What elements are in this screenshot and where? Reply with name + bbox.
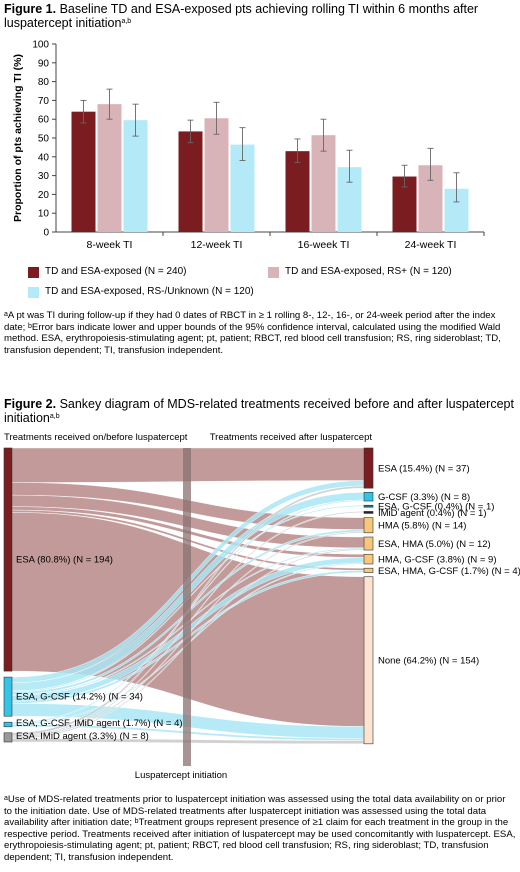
legend-swatch-1: [28, 266, 39, 278]
footnote1-text-a: A pt was TI during follow-up if they had…: [4, 310, 496, 333]
center-label: Luspatercept initiation: [135, 770, 227, 780]
figure1-title: Figure 1. Baseline TD and ESA-exposed pt…: [4, 2, 516, 30]
legend-swatch-3: [28, 286, 39, 298]
x-tick-label: 12-week TI: [191, 239, 243, 251]
bar-chart: 0 10 20 30 40 50 60 70 80 90 100 Proportion of pts …: [12, 40, 485, 251]
y-tick-label: 70: [38, 96, 50, 107]
bar: [123, 120, 148, 232]
footnote2-text-b: Treatment groups represent presence of ≥…: [4, 817, 516, 863]
right-node: [363, 504, 374, 508]
y-tick-label: 100: [32, 40, 49, 51]
right-node-label: ESA, G-CSF (0.4%) (N = 1): [378, 502, 494, 513]
y-tick-label: 40: [38, 152, 50, 163]
figure2-label: Figure 2.: [4, 397, 57, 411]
left-node-label: ESA (80.8%) (N = 194): [16, 555, 113, 566]
left-node: [3, 732, 13, 743]
right-node: [363, 553, 374, 565]
left-node-label: ESA, G-CSF, IMiD agent (1.7%) (N = 4): [16, 718, 183, 729]
left-node: [3, 447, 13, 672]
y-tick-label: 10: [38, 209, 50, 220]
right-node: [363, 536, 374, 551]
y-tick-label: 90: [38, 58, 50, 69]
y-tick-label: 50: [38, 134, 50, 145]
y-tick-label: 80: [38, 77, 50, 88]
left-header: Treatments received on/before luspaterce…: [4, 432, 188, 443]
right-node: [363, 576, 374, 745]
right-node: [363, 447, 374, 489]
luspatercept-bar: [183, 448, 191, 766]
figure1-footnote: aA pt was TI during follow-up if they ha…: [4, 310, 516, 356]
left-node: [3, 676, 13, 717]
legend-item-1: TD and ESA-exposed (N = 240): [28, 266, 186, 278]
right-node: [363, 492, 374, 502]
footnote2-sup-b: b: [134, 818, 139, 826]
footnote2-text-a: Use of MDS-related treatments prior to l…: [4, 794, 506, 829]
figure1-label: Figure 1.: [4, 2, 57, 16]
bar: [285, 151, 310, 232]
right-node-label: ESA, HMA, G-CSF (1.7%) (N = 4): [378, 566, 520, 577]
right-node: [363, 511, 374, 514]
figure1-title-sup: a,b: [121, 18, 132, 25]
bar: [97, 104, 122, 232]
footnote1-sup-b: b: [28, 322, 32, 330]
y-axis-label: Proportion of pts achieving TI (%): [12, 54, 24, 222]
footnote1-text-b: Error bars indicate lower and upper boun…: [4, 321, 501, 356]
legend-swatch-2: [268, 266, 279, 278]
right-node: [363, 517, 374, 534]
y-tick-label: 0: [43, 228, 49, 239]
figure2-title-sup: a,b: [49, 413, 60, 420]
footnote1-sup-a: a: [4, 311, 8, 318]
right-node-label: ESA, HMA (5.0%) (N = 12): [378, 539, 491, 550]
figure1-title-text: Baseline TD and ESA-exposed pts achievin…: [4, 2, 479, 30]
right-node-label: HMA (5.8%) (N = 14): [378, 521, 466, 532]
right-node-label: ESA (15.4%) (N = 37): [378, 463, 470, 474]
right-node-label: IMiD agent (0.4%) (N = 1): [378, 508, 487, 519]
legend-item-3: TD and ESA-exposed, RS-/Unknown (N = 120…: [28, 286, 254, 298]
legend-label-3: TD and ESA-exposed, RS-/Unknown (N = 120…: [45, 286, 254, 297]
legend-label-2: TD and ESA-exposed, RS+ (N = 120): [285, 266, 452, 277]
figure2-title-text: Sankey diagram of MDS-related treatments…: [4, 397, 514, 425]
left-node-label: ESA, IMiD agent (3.3%) (N = 8): [16, 731, 149, 742]
right-node-label: HMA, G-CSF (3.8%) (N = 9): [378, 555, 497, 566]
figure2-footnote: aUse of MDS-related treatments prior to …: [4, 794, 516, 864]
bar: [178, 131, 203, 232]
x-tick-label: 24-week TI: [405, 239, 457, 251]
right-header: Treatments received after luspatercept: [210, 432, 373, 443]
x-tick-label: 16-week TI: [298, 239, 350, 251]
legend-item-2: TD and ESA-exposed, RS+ (N = 120): [268, 266, 452, 278]
x-tick-label: 8-week TI: [87, 239, 133, 251]
legend-label-1: TD and ESA-exposed (N = 240): [45, 266, 187, 277]
right-node-label: None (64.2%) (N = 154): [378, 656, 479, 667]
y-tick-label: 60: [38, 115, 50, 126]
bar: [204, 118, 229, 232]
left-node-label: ESA, G-CSF (14.2%) (N = 34): [16, 692, 143, 703]
bar: [71, 111, 96, 232]
right-node: [363, 567, 374, 573]
figure2-title: Figure 2. Sankey diagram of MDS-related …: [4, 397, 516, 425]
sankey-diagram: Treatments received on/before luspaterce…: [3, 432, 520, 780]
y-tick-label: 30: [38, 171, 50, 182]
left-node: [3, 721, 13, 728]
y-tick-label: 20: [38, 190, 50, 201]
footnote2-sup-a: a: [4, 795, 8, 802]
right-node-label: G-CSF (3.3%) (N = 8): [378, 492, 470, 503]
